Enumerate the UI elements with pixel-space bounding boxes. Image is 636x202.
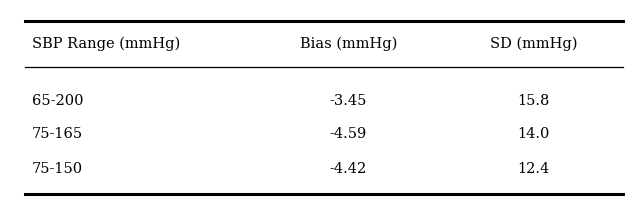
Text: SD (mmHg): SD (mmHg) xyxy=(490,36,577,51)
Text: 75-165: 75-165 xyxy=(32,127,83,141)
Text: -4.59: -4.59 xyxy=(329,127,367,141)
Text: -3.45: -3.45 xyxy=(329,94,367,108)
Text: 15.8: 15.8 xyxy=(518,94,550,108)
Text: 65-200: 65-200 xyxy=(32,94,83,108)
Text: SBP Range (mmHg): SBP Range (mmHg) xyxy=(32,36,180,51)
Text: -4.42: -4.42 xyxy=(329,162,367,176)
Text: 75-150: 75-150 xyxy=(32,162,83,176)
Text: 14.0: 14.0 xyxy=(518,127,550,141)
Text: Bias (mmHg): Bias (mmHg) xyxy=(300,36,397,51)
Text: 12.4: 12.4 xyxy=(518,162,550,176)
